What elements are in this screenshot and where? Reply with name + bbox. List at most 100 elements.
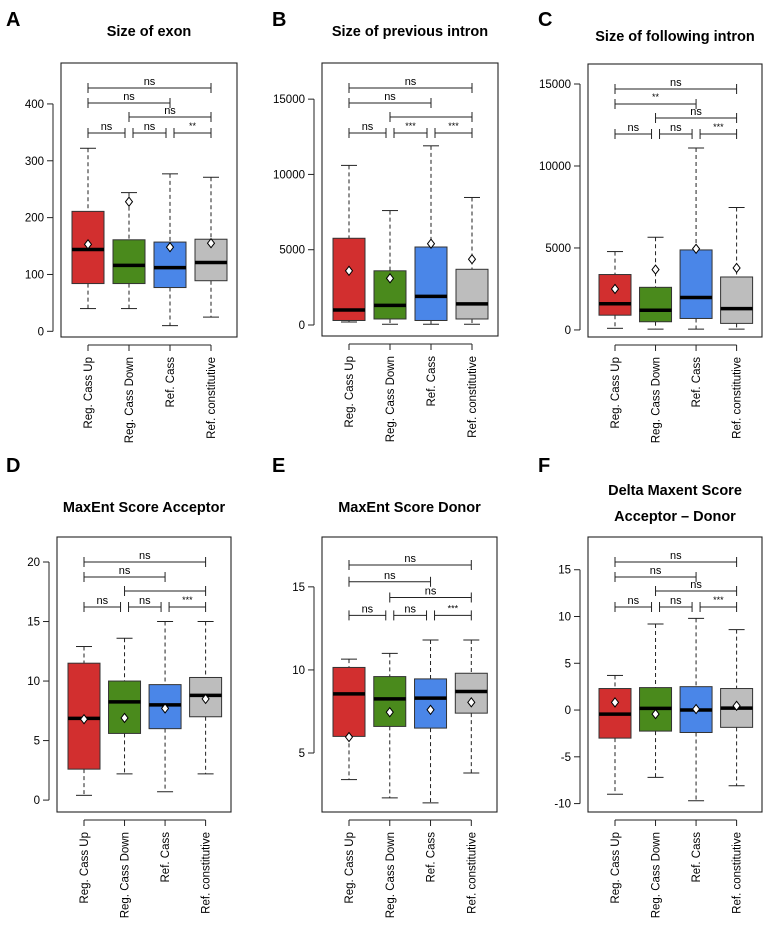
box-reg-cass-down <box>373 652 407 799</box>
significance-bracket: ns <box>393 603 428 621</box>
significance-bracket: ns <box>389 585 472 603</box>
plot-frame <box>321 536 498 813</box>
panel-c: C Size of following intron 0 5000 10000 15000… <box>538 9 763 443</box>
mean-diamond <box>426 238 436 250</box>
y-tick-label: 10 <box>27 676 40 688</box>
iqr-box <box>414 246 448 321</box>
significance-bracket: ns <box>348 91 432 108</box>
x-tick-label: Reg. Cass Down <box>124 357 136 443</box>
box-ref-constitutive <box>194 176 228 318</box>
box-ref-cass <box>414 639 448 804</box>
significance-bracket: ns <box>348 76 473 93</box>
x-tick-label: Ref. constitutive <box>466 832 478 914</box>
y-tick-label: 5000 <box>545 243 571 255</box>
y-tick-label: 15 <box>27 617 40 629</box>
mean-diamond <box>165 241 175 253</box>
significance-bracket: ns <box>614 565 697 582</box>
x-tick-label: Reg. Cass Up <box>83 357 95 429</box>
panel-label: C <box>538 9 552 31</box>
significance-label: ns <box>144 76 156 88</box>
significance-label: ns <box>139 595 151 607</box>
box-reg-cass-down <box>639 236 673 330</box>
box-reg-cass-up <box>332 658 366 781</box>
x-tick-label: Ref. Cass <box>426 832 438 883</box>
mean-diamond <box>206 237 216 249</box>
x-tick-label: Reg. Cass Up <box>79 832 91 904</box>
panel-title: MaxEnt Score Donor <box>338 500 481 516</box>
significance-label: ns <box>119 565 131 577</box>
x-tick-label: Ref. constitutive <box>201 832 213 914</box>
significance-label: ns <box>123 91 135 103</box>
significance-label: ** <box>652 92 660 102</box>
significance-label: ns <box>404 603 416 615</box>
plot-frame <box>587 536 763 813</box>
significance-label: *** <box>405 121 416 131</box>
significance-label: ns <box>144 121 156 133</box>
significance-bracket: ns <box>655 106 738 123</box>
y-tick-label: 15000 <box>273 94 305 106</box>
box-ref-constitutive <box>720 629 754 787</box>
significance-label: ns <box>101 121 113 133</box>
y-tick-label: -5 <box>561 752 571 764</box>
x-tick-label: Reg. Cass Up <box>344 356 356 428</box>
significance-bracket: ns <box>614 77 738 94</box>
mean-diamond <box>120 712 129 724</box>
box-ref-constitutive <box>720 206 754 330</box>
x-tick-label: Ref. Cass <box>691 357 703 408</box>
significance-bracket: ns <box>655 579 738 596</box>
mean-diamond <box>344 731 354 743</box>
y-tick-label: 300 <box>25 156 44 168</box>
mean-diamond <box>385 273 395 284</box>
y-tick-label: 5000 <box>279 245 305 257</box>
box-reg-cass-up <box>67 646 101 796</box>
iqr-box <box>332 666 366 737</box>
significance-bracket: ns <box>614 595 653 612</box>
box-ref-cass <box>148 621 182 793</box>
panel-title: Delta Maxent Score <box>608 483 742 499</box>
significance-bracket: *** <box>434 603 472 621</box>
iqr-box <box>679 249 713 319</box>
box-reg-cass-up <box>332 164 366 323</box>
box-reg-cass-up <box>598 674 632 795</box>
mean-diamond <box>610 697 620 708</box>
box-reg-cass-down <box>373 210 407 325</box>
x-tick-label: Ref. constitutive <box>732 357 744 439</box>
significance-bracket: ns <box>348 570 432 587</box>
y-tick-label: 200 <box>25 213 44 225</box>
x-tick-label: Ref. constitutive <box>732 832 744 914</box>
mean-diamond <box>691 243 701 255</box>
iqr-box <box>720 276 754 324</box>
significance-label: ns <box>670 595 682 607</box>
y-tick-label: 5 <box>34 736 40 748</box>
y-tick-label: 15 <box>292 582 305 594</box>
mean-diamond <box>651 708 660 720</box>
significance-label: ns <box>362 121 374 133</box>
iqr-box <box>455 268 489 320</box>
significance-bracket: ns <box>614 550 738 567</box>
y-tick-label: 15000 <box>539 79 571 91</box>
box-ref-cass <box>679 147 713 330</box>
box-ref-constitutive <box>454 639 488 774</box>
iqr-box <box>108 680 142 734</box>
panel-d: D MaxEnt Score Acceptor 0 5 10 15 20 Reg. Cass … <box>6 455 232 918</box>
significance-label: ns <box>670 77 682 89</box>
mean-diamond <box>732 262 741 274</box>
y-tick-label: 0 <box>299 320 305 332</box>
significance-bracket: *** <box>393 121 428 138</box>
significance-label: ns <box>425 585 437 597</box>
significance-label: ** <box>189 121 197 131</box>
y-tick-label: -10 <box>554 799 571 811</box>
significance-label: *** <box>448 603 459 613</box>
significance-label: ns <box>650 565 662 577</box>
mean-diamond <box>651 264 660 275</box>
x-tick-label: Ref. Cass <box>691 832 703 883</box>
y-tick-label: 10000 <box>273 169 305 181</box>
significance-bracket: ns <box>87 91 171 108</box>
significance-bracket: ns <box>348 553 472 570</box>
plot-frame <box>587 63 763 338</box>
panel-b: B Size of previous intron 0 5000 10000 15000 R… <box>272 9 499 442</box>
x-tick-label: Ref. Cass <box>160 832 172 883</box>
y-tick-label: 0 <box>34 795 40 807</box>
plot-frame <box>56 536 232 813</box>
significance-label: ns <box>690 106 702 118</box>
